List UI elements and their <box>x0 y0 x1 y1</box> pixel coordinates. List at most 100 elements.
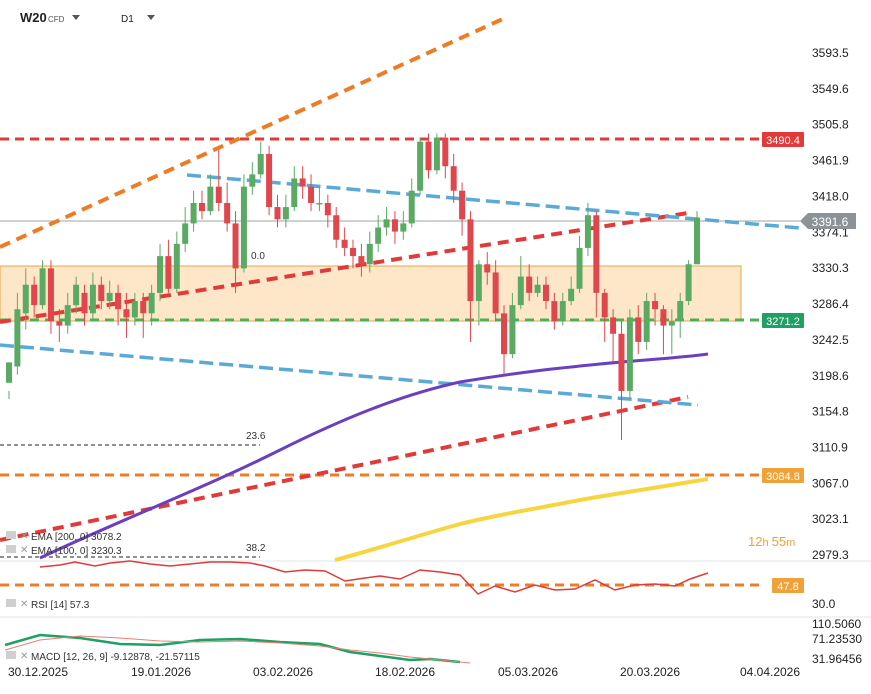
candle <box>383 207 390 236</box>
candle <box>660 305 667 355</box>
ema100-legend-label: EMA [100, 0] 3230.3 <box>31 546 122 557</box>
indicator-tick-label: 110.5060 <box>812 617 861 631</box>
symbol-dropdown-icon[interactable] <box>72 15 80 20</box>
indicator-menu-icon[interactable] <box>6 531 16 539</box>
candle <box>31 276 38 318</box>
resistance-price-tag[interactable]: 3490.4 <box>762 132 804 147</box>
candle-body <box>98 284 105 302</box>
candle-body <box>341 239 348 248</box>
candle-body <box>442 137 449 167</box>
rsi-legend[interactable]: ✕ RSI [14] 57.3 <box>6 599 90 611</box>
fib-label-0: 0.0 <box>251 251 265 262</box>
candle <box>459 182 466 236</box>
candle <box>123 292 130 338</box>
candle <box>215 149 222 212</box>
rsi-level-tag[interactable]: 47.8 <box>772 578 804 593</box>
candle-body <box>140 301 147 314</box>
candle <box>98 276 105 310</box>
candle <box>400 211 407 240</box>
support-price-tag[interactable]: 3271.2 <box>762 313 804 328</box>
trendline-upper-orange[interactable] <box>0 16 506 249</box>
candle-body <box>517 276 524 306</box>
candle <box>81 284 88 326</box>
candle <box>266 145 273 216</box>
channel-line-upper[interactable] <box>186 173 801 230</box>
candle-body <box>207 186 214 212</box>
current-price-tag[interactable]: 3391.6 <box>800 213 856 229</box>
candle <box>601 288 608 342</box>
price-tick-label: 3418.0 <box>812 189 849 203</box>
date-tick-label: 19.01.2026 <box>131 665 191 679</box>
channel-line-lower[interactable] <box>0 343 699 407</box>
candle <box>442 133 449 179</box>
close-icon[interactable]: ✕ <box>20 599 28 610</box>
candle <box>190 190 197 232</box>
candle-body <box>224 202 231 224</box>
price-axis[interactable]: 3593.53549.63505.83461.93418.03374.13330… <box>812 46 862 666</box>
candle <box>182 207 189 253</box>
macd-signal-line <box>4 635 471 664</box>
candle-body <box>559 301 566 322</box>
candle-body <box>685 264 692 302</box>
close-icon[interactable]: ✕ <box>20 531 28 542</box>
candle <box>433 133 440 175</box>
candle <box>224 182 231 232</box>
candle <box>375 215 382 253</box>
candle <box>47 260 54 334</box>
indicator-menu-icon[interactable] <box>6 599 16 607</box>
candle <box>157 243 164 302</box>
macd-legend[interactable]: ✕ MACD [12, 26, 9] -9.12878, -21.57115 <box>6 651 200 663</box>
candle <box>341 227 348 257</box>
time-axis[interactable]: 30.12.2025 19.01.2026 03.02.2026 18.02.2026… <box>8 665 800 679</box>
fib-label-38.2: 38.2 <box>246 543 266 554</box>
candle-body <box>584 215 591 248</box>
candle <box>148 284 155 326</box>
candle <box>282 194 289 228</box>
timeframe-dropdown-icon[interactable] <box>147 15 155 20</box>
lower-price-tag[interactable]: 3084.8 <box>762 468 804 483</box>
candle-body <box>551 301 558 322</box>
indicator-menu-icon[interactable] <box>6 545 16 553</box>
candle <box>207 174 214 216</box>
candle <box>165 239 172 293</box>
candle-body <box>534 284 541 293</box>
macd-legend-label: MACD [12, 26, 9] -9.12878, -21.57115 <box>31 652 200 663</box>
candle <box>484 252 491 285</box>
trendline-red-low[interactable] <box>0 395 689 542</box>
candle <box>173 231 180 293</box>
candle-body <box>391 219 398 232</box>
candle-body <box>232 223 239 269</box>
candle-body <box>240 186 247 269</box>
symbol-label[interactable]: W20 <box>20 10 47 25</box>
price-tick-label: 3593.5 <box>812 46 849 60</box>
candle <box>450 153 457 203</box>
ema200-legend[interactable]: ✕ EMA [200, 0] 3078.2 <box>6 531 122 543</box>
price-tick-label: 3110.9 <box>812 440 848 454</box>
candle <box>475 260 482 326</box>
candle-body <box>526 276 533 293</box>
candle-body <box>308 186 315 203</box>
candle <box>492 260 499 322</box>
candle-body <box>652 301 659 310</box>
candle-body <box>576 247 583 289</box>
candle-body <box>123 309 130 318</box>
candle-body <box>509 305 516 355</box>
candle-body <box>47 268 54 322</box>
indicator-menu-icon[interactable] <box>6 651 16 659</box>
close-icon[interactable]: ✕ <box>20 651 28 662</box>
timeframe-label[interactable]: D1 <box>121 14 134 25</box>
candle-body <box>568 288 575 302</box>
close-icon[interactable]: ✕ <box>20 545 28 556</box>
candle-body <box>324 202 331 216</box>
candle-body <box>81 292 88 314</box>
price-tick-label: 3549.6 <box>812 82 849 96</box>
price-tick-label: 3023.1 <box>812 512 849 526</box>
current-price-label: 3391.6 <box>812 215 849 229</box>
candle <box>64 292 71 334</box>
trendline-red-mid[interactable] <box>0 211 689 324</box>
price-tick-label: 2979.3 <box>812 548 849 562</box>
candle <box>685 260 692 306</box>
ema100-legend[interactable]: ✕ EMA [100, 0] 3230.3 <box>6 545 122 557</box>
candle <box>198 190 205 220</box>
